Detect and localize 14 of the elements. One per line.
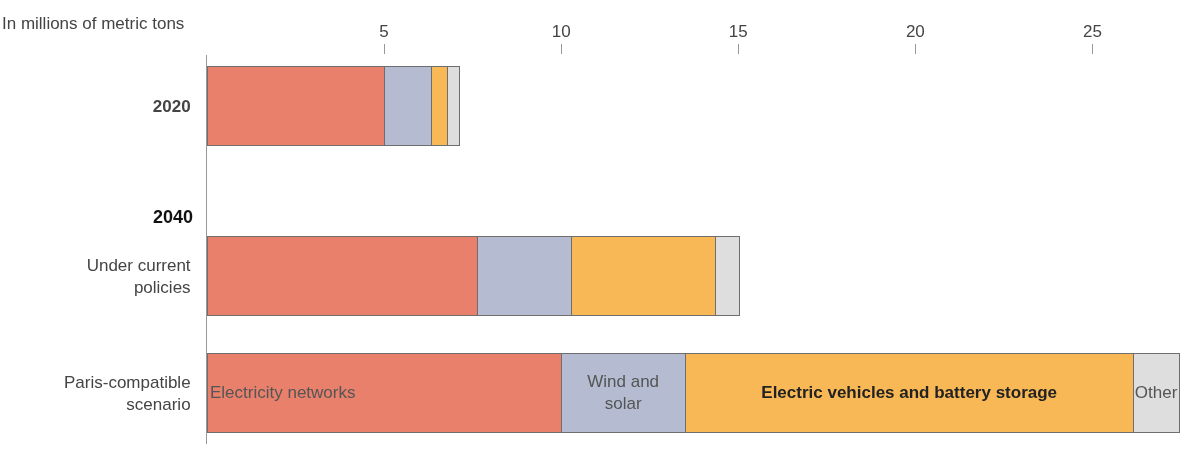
y-tick-label: Paris-compatible scenario (63, 372, 191, 414)
y-tick-label: Under current policies (86, 255, 191, 297)
x-axis-title: In millions of metric tons (2, 14, 185, 33)
x-tick-label: 25 (1082, 22, 1102, 42)
series-label: Other (1134, 383, 1178, 403)
series-label: Electric vehicles and battery storage (761, 383, 1058, 403)
x-tick-label: 15 (728, 22, 748, 42)
x-tick-label: 20 (905, 22, 925, 42)
series-label: Wind and solar (587, 372, 660, 414)
text: 2040 (153, 207, 194, 227)
x-tick-label: 5 (379, 22, 389, 42)
x-tick-label: 10 (551, 22, 571, 42)
y-tick-label: 2020 (152, 97, 191, 117)
series-label: Electricity networks (210, 383, 356, 403)
